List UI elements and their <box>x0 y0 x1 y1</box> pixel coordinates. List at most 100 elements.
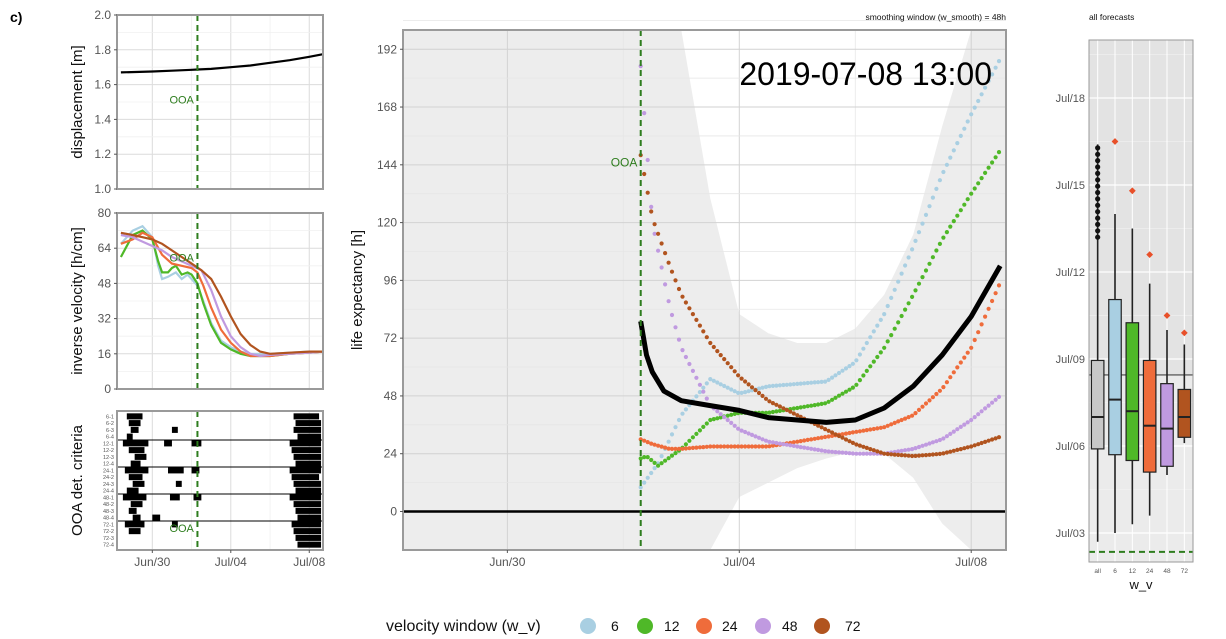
forecast-point <box>969 417 974 423</box>
forecast-point <box>903 453 908 458</box>
forecast-point <box>791 440 796 445</box>
forecast-point <box>836 433 842 439</box>
forecast-point <box>666 439 671 444</box>
forecast-point <box>763 384 769 389</box>
criteria-event-bar <box>293 413 320 420</box>
forecast-point <box>850 451 856 456</box>
forecast-point <box>704 444 709 449</box>
forecast-point <box>687 361 692 367</box>
forecast-point <box>673 451 678 456</box>
forecast-point <box>676 337 682 342</box>
forecast-point <box>701 389 706 394</box>
forecast-point <box>756 386 762 391</box>
forecast-point <box>649 441 654 446</box>
forecast-point <box>920 275 925 280</box>
criteria-row-label: 72-4 <box>103 543 114 549</box>
forecast-point <box>694 431 699 436</box>
y-tick-label: 0 <box>390 504 397 518</box>
forecast-point <box>704 381 709 386</box>
forecast-point <box>774 383 779 388</box>
forecast-point <box>823 427 828 432</box>
forecast-point <box>972 105 977 110</box>
forecast-point <box>962 202 967 207</box>
forecast-point <box>663 445 668 450</box>
criteria-event-bar <box>132 514 141 521</box>
forecast-point <box>857 378 863 383</box>
forecast-point <box>896 419 901 424</box>
forecast-point <box>649 457 654 463</box>
forecast-point <box>910 447 915 452</box>
criteria-row-label: 72-2 <box>103 529 114 535</box>
forecast-point <box>669 453 675 458</box>
chart-title: all forecasts <box>1089 12 1134 22</box>
forecast-point <box>791 382 796 387</box>
forecast-point <box>711 417 716 422</box>
forecast-point <box>690 435 696 440</box>
forecast-point <box>986 403 991 408</box>
forecast-point <box>690 312 696 317</box>
forecast-point <box>854 358 859 363</box>
legend-item-12: 12 <box>637 618 680 634</box>
forecast-point <box>795 413 800 418</box>
forecast-point <box>958 208 963 213</box>
forecast-point <box>854 382 859 387</box>
forecast-point <box>854 442 859 447</box>
forecast-point <box>760 385 765 390</box>
x-tick-label: 72 <box>1181 568 1189 575</box>
ooa-label: OOA <box>611 155 638 169</box>
forecast-point <box>864 445 869 450</box>
forecast-point <box>906 453 911 458</box>
forecast-point <box>732 369 737 374</box>
forecast-point <box>697 382 703 387</box>
forecast-point <box>718 353 723 358</box>
forecast-point <box>830 397 835 402</box>
forecast-point <box>875 323 880 328</box>
box-body <box>1108 298 1122 456</box>
forecast-point <box>958 133 963 138</box>
plot-frame <box>1088 39 1194 563</box>
y-tick-label: 72 <box>384 331 398 345</box>
forecast-point <box>913 238 918 243</box>
ooa-label: OOA <box>169 252 194 264</box>
forecast-point <box>753 434 758 439</box>
forecast-point <box>770 401 776 406</box>
box-body <box>1160 383 1174 467</box>
forecast-point <box>722 444 727 449</box>
forecast-point <box>996 150 1002 155</box>
forecast-point <box>948 449 953 454</box>
ooa-label: OOA <box>169 95 194 107</box>
forecast-point <box>983 439 988 444</box>
forecast-point <box>983 170 988 175</box>
criteria-event-bar <box>126 433 133 440</box>
forecast-point <box>669 432 675 437</box>
forecast-point <box>680 411 685 416</box>
forecast-point <box>743 444 748 449</box>
criteria-event-bar <box>295 460 322 467</box>
forecast-point <box>836 393 842 398</box>
criteria-event-bar <box>289 440 322 447</box>
forecast-point <box>871 451 876 456</box>
x-tick-label: Jul/08 <box>293 555 325 569</box>
forecast-point <box>749 432 755 437</box>
inverse-velocity-line-72 <box>120 231 323 355</box>
forecast-point <box>916 407 922 412</box>
forecast-point <box>955 141 960 146</box>
y-tick-label: 48 <box>98 276 112 290</box>
forecast-point <box>854 429 859 434</box>
criteria-event-bar <box>164 440 172 447</box>
forecast-point <box>663 251 668 256</box>
forecast-point <box>941 169 946 175</box>
forecast-point <box>920 404 925 409</box>
forecast-point <box>763 396 769 401</box>
box-outlier-point <box>1095 209 1101 215</box>
criteria-event-bar <box>293 501 322 508</box>
forecast-point <box>777 441 783 446</box>
forecast-point <box>847 364 852 369</box>
criteria-event-bar <box>295 487 322 494</box>
forecast-point <box>892 326 897 331</box>
y-axis-label: displacement [m] <box>69 45 86 158</box>
forecast-point <box>823 434 828 440</box>
y-tick-label: 1.8 <box>94 43 111 57</box>
criteria-row-label: 72-3 <box>103 536 114 542</box>
forecast-point <box>676 417 682 423</box>
